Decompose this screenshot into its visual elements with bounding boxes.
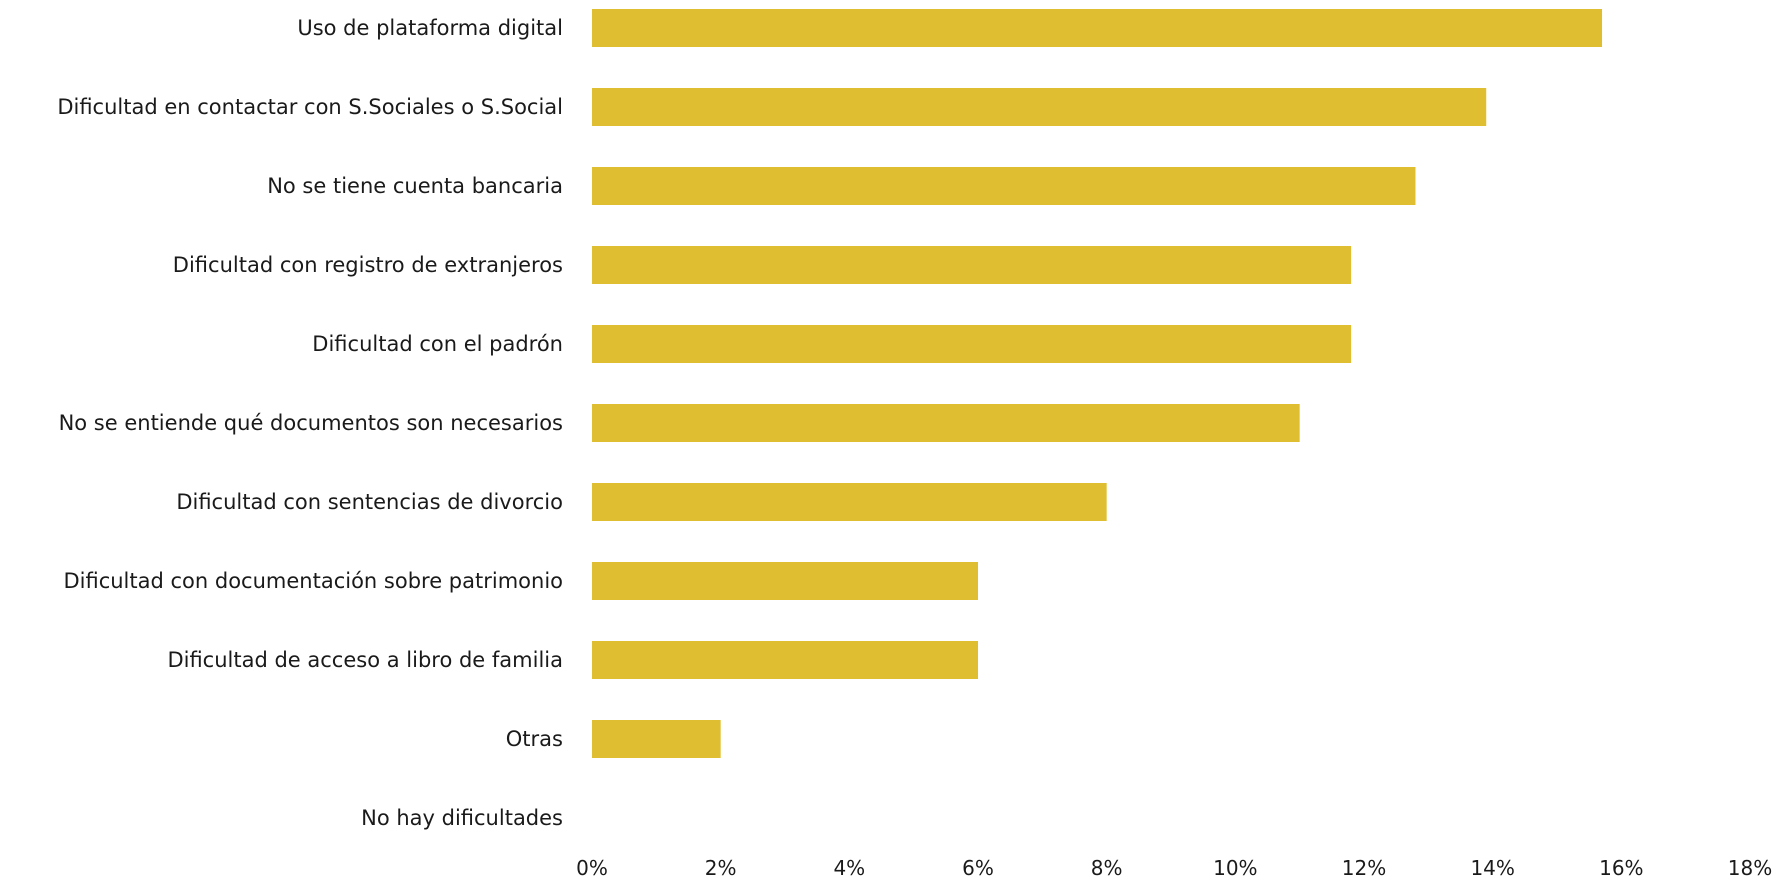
x-tick-label: 6% [962, 856, 994, 880]
x-tick-label: 10% [1213, 856, 1257, 880]
bar [592, 404, 1300, 442]
bar [592, 9, 1603, 47]
x-axis-ticks: 0% 2% 4% 6% 8% 10% 12% 14% 16% 18% [576, 856, 1772, 880]
category-label: Dificultad con sentencias de divorcio [176, 490, 563, 514]
category-label: Dificultad con documentación sobre patri… [63, 569, 563, 593]
x-tick-label: 8% [1091, 856, 1123, 880]
category-label: No hay dificultades [361, 806, 563, 830]
x-tick-label: 0% [576, 856, 608, 880]
bar [592, 720, 721, 758]
x-tick-label: 12% [1342, 856, 1386, 880]
category-labels: Uso de plataforma digital Dificultad en c… [57, 16, 563, 830]
x-tick-label: 16% [1599, 856, 1643, 880]
category-label: Dificultad de acceso a libro de familia [167, 648, 563, 672]
x-tick-label: 2% [705, 856, 737, 880]
bar [592, 325, 1352, 363]
bar [592, 483, 1107, 521]
x-tick-label: 14% [1470, 856, 1514, 880]
bars-layer [592, 9, 1603, 758]
bar [592, 167, 1416, 205]
x-tick-label: 18% [1728, 856, 1772, 880]
bar [592, 246, 1352, 284]
category-label: Dificultad con registro de extranjeros [173, 253, 563, 277]
category-label: No se tiene cuenta bancaria [267, 174, 563, 198]
bar [592, 562, 978, 600]
category-label: Otras [506, 727, 563, 751]
bar [592, 88, 1487, 126]
category-label: Dificultad con el padrón [312, 332, 563, 356]
category-label: Uso de plataforma digital [297, 16, 563, 40]
category-label: Dificultad en contactar con S.Sociales o… [57, 95, 563, 119]
category-label: No se entiende qué documentos son necesa… [59, 411, 563, 435]
bar [592, 641, 978, 679]
x-tick-label: 4% [833, 856, 865, 880]
